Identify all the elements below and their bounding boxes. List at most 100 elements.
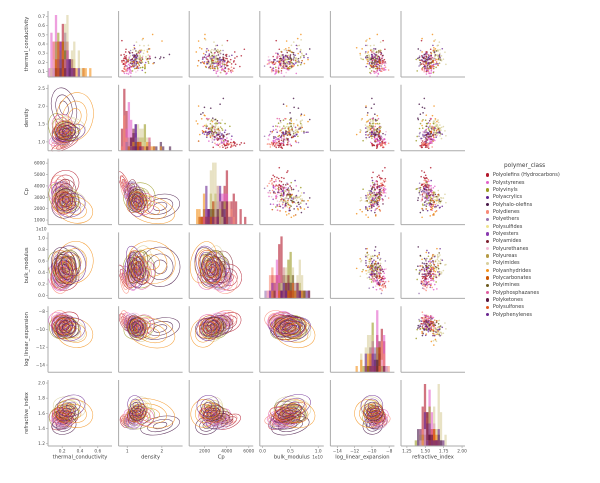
x-axis-title-thermal_conductivity: thermal_conductivity — [53, 455, 108, 461]
svg-text:0.7: 0.7 — [38, 14, 45, 20]
legend-marker-icon — [486, 305, 490, 310]
legend-label: Polysulfones — [492, 304, 524, 311]
legend-marker-icon — [486, 217, 490, 221]
panel-content — [47, 240, 94, 294]
legend-item: Polysulfides — [482, 223, 600, 230]
legend-item: Polyolefins (Hydrocarbons) — [482, 172, 600, 179]
panel-content — [355, 166, 390, 219]
legend-label: Polyurethanes — [492, 245, 529, 252]
legend-item: Polyesters — [482, 230, 600, 237]
legend-label: Polycarbonates — [492, 274, 532, 281]
panel-diag-hist-Cp — [188, 158, 254, 226]
panel-kde-bulk_modulus-vs-density — [118, 232, 183, 299]
legend-label: Polysulfides — [492, 223, 523, 230]
x-tick-labels-thermal_conductivity: 0.2 0.4 0.6 — [59, 446, 101, 455]
legend-item: Polycarbonates — [482, 274, 600, 281]
panel-content — [415, 33, 447, 78]
legend-marker-icon — [486, 268, 490, 273]
panel-content — [415, 246, 447, 295]
svg-text:0.3: 0.3 — [38, 51, 45, 57]
legend-item: Polyvinyls — [482, 186, 600, 193]
panel-scatter-Cp-vs-bulk_modulus — [259, 158, 324, 226]
legend-marker-icon — [486, 239, 490, 243]
svg-text:0.8: 0.8 — [38, 247, 45, 253]
legend: polymer_class Polyolefins (Hydrocarbons)… — [482, 163, 600, 318]
panel-content — [263, 33, 311, 78]
panel-diag-hist-bulk_modulus — [259, 232, 324, 299]
svg-text:0.5: 0.5 — [38, 32, 45, 38]
x-axis-title-log_linear_expansion: log_linear_expansion — [335, 455, 389, 461]
svg-text:−8: −8 — [39, 309, 46, 315]
legend-label: Polyimides — [492, 260, 520, 267]
legend-marker-icon — [486, 210, 490, 214]
legend-label: Polyacrylics — [492, 194, 523, 201]
legend-item: Polystyrenes — [482, 179, 600, 186]
panel-content — [118, 171, 180, 225]
panel-diag-hist-thermal_conductivity: 0.1 0.2 0.3 0.4 0.5 0.6 0.7 thermal_conductivit… — [24, 11, 112, 78]
svg-text:0.1: 0.1 — [38, 69, 45, 75]
panel-content — [414, 384, 447, 446]
svg-text:5000: 5000 — [34, 172, 45, 178]
legend-marker-icon — [486, 195, 490, 199]
legend-label: Polydienes — [492, 208, 520, 215]
panel-content — [48, 310, 94, 348]
panel-kde-bulk_modulus-vs-Cp — [188, 232, 254, 299]
y-axis-title-refractive_index: refractive_index — [24, 392, 30, 434]
legend-label: Polyphosphazanes — [492, 289, 540, 296]
legend-label: Polyethers — [492, 216, 520, 223]
y-axis-title-Cp: Cp — [24, 187, 30, 195]
panel-kde-log_linear_expansion-vs-density — [118, 306, 183, 373]
legend-marker-icon — [486, 276, 490, 280]
y-tick-labels-refractive_index: 1.21.41.61.82.0 — [38, 381, 48, 447]
svg-text:0.6: 0.6 — [38, 23, 45, 29]
legend-marker-icon — [486, 261, 490, 265]
x-tick-labels-refractive_index: 1.25 1.50 1.75 2.00 — [402, 446, 467, 455]
panel-kde-log_linear_expansion-vs-bulk_modulus — [259, 306, 324, 373]
panel-content — [264, 394, 316, 436]
legend-marker-icon — [486, 224, 490, 229]
svg-text:2.5: 2.5 — [38, 86, 45, 92]
panel-content — [48, 15, 92, 77]
panel-content — [415, 166, 447, 219]
x-axis-offset-bulk_modulus: 1e10 — [312, 455, 323, 460]
legend-label: Polystyrenes — [492, 179, 525, 186]
svg-text:0.2: 0.2 — [38, 282, 45, 288]
legend-item: Polyethers — [482, 216, 600, 223]
panel-scatter-bulk_modulus-vs-log_linear_expansion — [329, 232, 395, 299]
panel-scatter-thermal_conductivity-vs-log_linear_expansion — [329, 11, 395, 78]
legend-marker-icon — [486, 254, 490, 258]
panel-content — [195, 33, 246, 78]
panel-kde-bulk_modulus-vs-thermal_conductivity: 0.0 0.2 0.4 0.6 0.8 1.0 1e10 bulk_modulus — [24, 226, 112, 299]
panel-scatter-thermal_conductivity-vs-Cp — [188, 11, 254, 78]
svg-text:0.0: 0.0 — [38, 293, 45, 299]
panel-scatter-Cp-vs-refractive_index — [400, 158, 465, 226]
panel-content — [190, 394, 241, 435]
legend-item: Polyketones — [482, 296, 600, 303]
svg-text:4000: 4000 — [34, 183, 45, 189]
legend-item: Polyanhydrides — [482, 267, 600, 274]
panel-content — [196, 162, 247, 225]
panel-kde-log_linear_expansion-vs-thermal_conductivity: −8 −10 −12 −14 log_linear_expansion — [24, 306, 112, 373]
legend-label: Polyolefins (Hydrocarbons) — [492, 172, 560, 179]
legend-marker-icon — [486, 232, 490, 236]
x-axis-title-Cp: Cp — [218, 455, 226, 461]
legend-item: Polydienes — [482, 208, 600, 215]
svg-text:0.4: 0.4 — [38, 42, 45, 48]
svg-text:1.0: 1.0 — [38, 236, 45, 242]
panel-content — [120, 33, 171, 78]
svg-text:0.2: 0.2 — [38, 60, 45, 66]
panel-content — [118, 240, 181, 294]
panel-kde-Cp-vs-density — [118, 158, 183, 226]
legend-item: Polyimides — [482, 260, 600, 267]
panel-content — [48, 394, 94, 435]
legend-item: Polyphosphazanes — [482, 289, 600, 296]
x-tick-labels-bulk_modulus: 0.0 0.5 1.0 — [259, 446, 322, 455]
legend-label: Polyesters — [492, 230, 519, 237]
panel-scatter-Cp-vs-log_linear_expansion — [329, 158, 395, 226]
